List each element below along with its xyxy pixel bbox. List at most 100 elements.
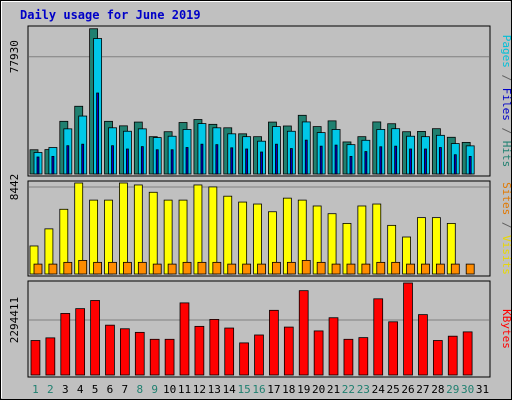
series-pages xyxy=(36,92,472,175)
x-tick-label: 20 xyxy=(312,383,325,396)
bar-pages-day-11 xyxy=(185,147,189,175)
series-sites xyxy=(33,259,475,275)
bar-sites-day-18 xyxy=(286,261,296,275)
bar-kbytes-day-28 xyxy=(432,340,443,376)
bar-kbytes-day-8 xyxy=(134,331,145,376)
x-tick-label: 14 xyxy=(223,383,237,396)
bar-pages-day-7 xyxy=(126,148,129,175)
bar-kbytes-day-13 xyxy=(209,319,220,376)
series-visits xyxy=(29,182,456,275)
bar-sites-day-16 xyxy=(257,263,266,275)
bar-pages-day-8 xyxy=(140,146,144,175)
bar-kbytes-day-3 xyxy=(60,313,71,376)
bar-kbytes-day-23 xyxy=(358,337,369,376)
bar-sites-day-28 xyxy=(435,263,445,275)
bar-pages-day-18 xyxy=(289,148,293,175)
bar-pages-day-9 xyxy=(155,149,159,175)
series-kbytes xyxy=(30,282,473,376)
bar-visits-day-15 xyxy=(238,201,248,275)
bar-kbytes-day-25 xyxy=(388,321,398,376)
x-tick-label: 8 xyxy=(136,383,143,396)
bar-sites-day-5 xyxy=(93,261,103,275)
bar-kbytes-day-30 xyxy=(462,331,473,376)
x-tick-label: 22 xyxy=(342,383,355,396)
bar-sites-day-2 xyxy=(48,263,58,275)
bar-sites-day-17 xyxy=(272,261,281,275)
x-tick-label: 30 xyxy=(461,383,474,396)
x-tick-label: 16 xyxy=(252,383,265,396)
bar-pages-day-6 xyxy=(111,145,114,175)
bar-sites-day-8 xyxy=(137,261,147,275)
bar-kbytes-day-26 xyxy=(403,282,413,376)
x-tick-label: 21 xyxy=(327,383,340,396)
bar-sites-day-23 xyxy=(361,263,371,275)
bar-sites-day-7 xyxy=(123,261,132,275)
x-tick-label: 9 xyxy=(151,383,158,396)
bar-kbytes-day-9 xyxy=(149,338,160,376)
bar-pages-day-13 xyxy=(215,144,219,175)
bar-pages-day-17 xyxy=(275,143,278,175)
x-tick-label: 13 xyxy=(208,383,221,396)
x-tick-label: 1 xyxy=(32,383,39,396)
side-label-part: Files xyxy=(500,88,512,121)
bar-kbytes-day-1 xyxy=(30,340,41,376)
y-tick-label: 8442 xyxy=(8,174,21,201)
x-tick-label: 3 xyxy=(62,383,69,396)
x-tick-label: 11 xyxy=(178,383,191,396)
side-label-part: Visits xyxy=(500,235,512,275)
x-tick-label: 2 xyxy=(47,383,54,396)
bar-visits-day-16 xyxy=(253,203,262,275)
x-tick-label: 24 xyxy=(372,383,386,396)
bar-pages-day-26 xyxy=(409,148,412,175)
bar-pages-day-28 xyxy=(438,147,442,175)
x-tick-label: 7 xyxy=(122,383,129,396)
side-label-part: KBytes xyxy=(500,309,512,349)
bar-kbytes-day-27 xyxy=(418,314,428,376)
side-label-part: Pages xyxy=(500,35,512,68)
bar-pages-day-10 xyxy=(170,149,174,175)
bar-kbytes-day-22 xyxy=(343,338,354,376)
bar-kbytes-day-19 xyxy=(298,290,309,376)
bar-pages-day-1 xyxy=(36,156,40,175)
bar-pages-day-5 xyxy=(96,92,100,175)
bar-pages-day-3 xyxy=(66,145,70,175)
panel-hits-files-pages: 77930 Pages / Files / Hits xyxy=(8,25,512,177)
bar-sites-day-11 xyxy=(182,261,192,275)
bar-sites-day-22 xyxy=(346,263,356,275)
x-tick-label: 6 xyxy=(107,383,114,396)
y-tick-label: 2294411 xyxy=(8,297,21,343)
x-tick-label: 26 xyxy=(401,383,414,396)
bar-visits-day-12 xyxy=(193,184,203,275)
bar-sites-day-26 xyxy=(406,263,415,275)
side-label-part: Hits xyxy=(500,141,512,168)
bar-sites-day-27 xyxy=(421,263,430,275)
panel-side-label: Pages / Files / Hits xyxy=(500,35,512,168)
bar-pages-day-29 xyxy=(453,154,457,175)
bar-pages-day-21 xyxy=(334,144,338,175)
side-label-part: / xyxy=(500,121,512,141)
bar-sites-day-29 xyxy=(450,263,460,275)
bar-kbytes-day-20 xyxy=(313,330,324,376)
x-tick-label: 19 xyxy=(297,383,310,396)
bar-sites-day-15 xyxy=(242,263,252,275)
x-tick-label: 17 xyxy=(267,383,280,396)
side-label-part: / xyxy=(500,215,512,235)
bar-sites-day-21 xyxy=(331,263,341,275)
y-tick-label: 77930 xyxy=(8,40,21,73)
bar-kbytes-day-10 xyxy=(164,338,175,376)
bar-sites-day-25 xyxy=(391,261,401,275)
panel-side-label: Sites / Visits xyxy=(500,182,512,275)
bar-visits-day-9 xyxy=(148,191,158,275)
x-tick-label: 28 xyxy=(431,383,444,396)
bar-pages-day-20 xyxy=(319,145,323,175)
x-tick-label: 12 xyxy=(193,383,206,396)
bar-kbytes-day-21 xyxy=(328,317,339,376)
bar-kbytes-day-6 xyxy=(105,324,115,376)
bar-visits-day-13 xyxy=(208,186,218,275)
bar-kbytes-day-18 xyxy=(283,326,294,376)
x-tick-label: 5 xyxy=(92,383,99,396)
bar-sites-day-12 xyxy=(197,261,207,275)
x-tick-label: 10 xyxy=(163,383,176,396)
bar-visits-day-7 xyxy=(119,182,128,275)
